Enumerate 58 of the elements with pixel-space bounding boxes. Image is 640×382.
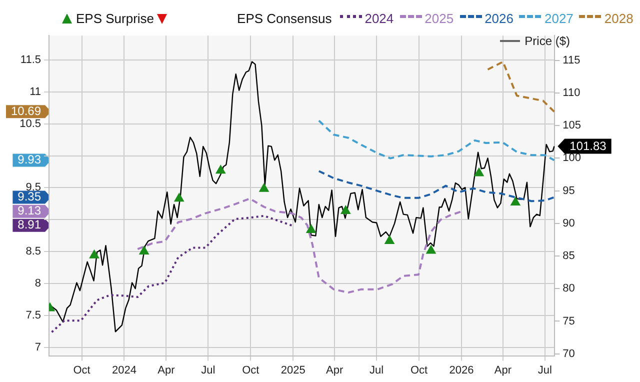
point xyxy=(139,246,149,254)
data-label: 101.83 xyxy=(570,139,607,154)
x-tick-label: Jul xyxy=(370,364,384,376)
line-series xyxy=(50,214,293,334)
y2-tick-label: 75 xyxy=(562,315,575,328)
y2-tick-label: 110 xyxy=(562,87,580,100)
x-tick-label: Oct xyxy=(242,364,260,376)
x-tick-label: Oct xyxy=(73,364,90,376)
y-tick-label: 10.69 xyxy=(11,104,42,118)
point xyxy=(384,236,394,244)
point xyxy=(426,245,436,254)
point xyxy=(174,193,184,202)
legend-label: 2026 xyxy=(484,11,514,26)
y2-tick-label: 115 xyxy=(562,54,580,66)
x-tick-label: Jul xyxy=(538,364,552,376)
legend-label: 2027 xyxy=(544,11,574,26)
y2-tick-label: 105 xyxy=(562,120,582,132)
legend-label: 2028 xyxy=(604,11,634,26)
y2-tick-label: 90 xyxy=(562,217,575,230)
point xyxy=(340,206,350,214)
point xyxy=(216,165,226,174)
line-series xyxy=(486,60,555,113)
y2-tick-label: 95 xyxy=(562,184,575,197)
y2-tick-label: 70 xyxy=(562,348,575,360)
x-tick-label: Apr xyxy=(494,364,512,376)
point xyxy=(259,183,269,192)
x-tick-label: 2026 xyxy=(449,364,474,376)
y-tick-label: 8 xyxy=(34,278,42,290)
line-series xyxy=(318,120,555,162)
point xyxy=(474,168,484,176)
legend-label: 2024 xyxy=(364,11,394,26)
point xyxy=(89,250,100,258)
point xyxy=(306,224,316,233)
y-tick-label: 9.13 xyxy=(18,204,42,218)
x-tick-label: Apr xyxy=(158,364,176,376)
legend-label: EPS Surprise xyxy=(76,11,154,26)
y2-tick-label: 100 xyxy=(562,152,582,164)
point xyxy=(510,197,520,206)
y-tick-label: 9.35 xyxy=(18,190,42,204)
x-tick-label: Oct xyxy=(410,364,428,376)
y2-tick-label: 80 xyxy=(562,282,575,295)
text: Price ($) xyxy=(524,34,570,48)
y-tick-label: 8.91 xyxy=(18,218,42,232)
y-tick-label: 10.5 xyxy=(20,118,42,130)
x-tick-label: Jul xyxy=(201,364,216,376)
line-series xyxy=(136,198,463,294)
y-tick-label: 8.5 xyxy=(26,246,42,258)
x-tick-label: 2024 xyxy=(112,364,136,376)
y-tick-label: 11 xyxy=(30,86,42,98)
y-tick-label: 7.5 xyxy=(26,310,42,322)
y-tick-label: 7 xyxy=(34,342,42,354)
x-tick-label: 2025 xyxy=(280,364,306,376)
y-tick-label: 11.5 xyxy=(20,54,42,66)
legend-label: 2025 xyxy=(424,11,454,26)
y2-tick-label: 85 xyxy=(562,250,575,262)
y-tick-label: 9.93 xyxy=(18,152,42,167)
x-tick-label: Apr xyxy=(326,364,344,376)
legend-title: EPS Consensus xyxy=(237,11,332,26)
